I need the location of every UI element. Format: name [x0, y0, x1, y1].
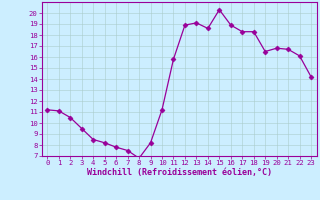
X-axis label: Windchill (Refroidissement éolien,°C): Windchill (Refroidissement éolien,°C) [87, 168, 272, 177]
